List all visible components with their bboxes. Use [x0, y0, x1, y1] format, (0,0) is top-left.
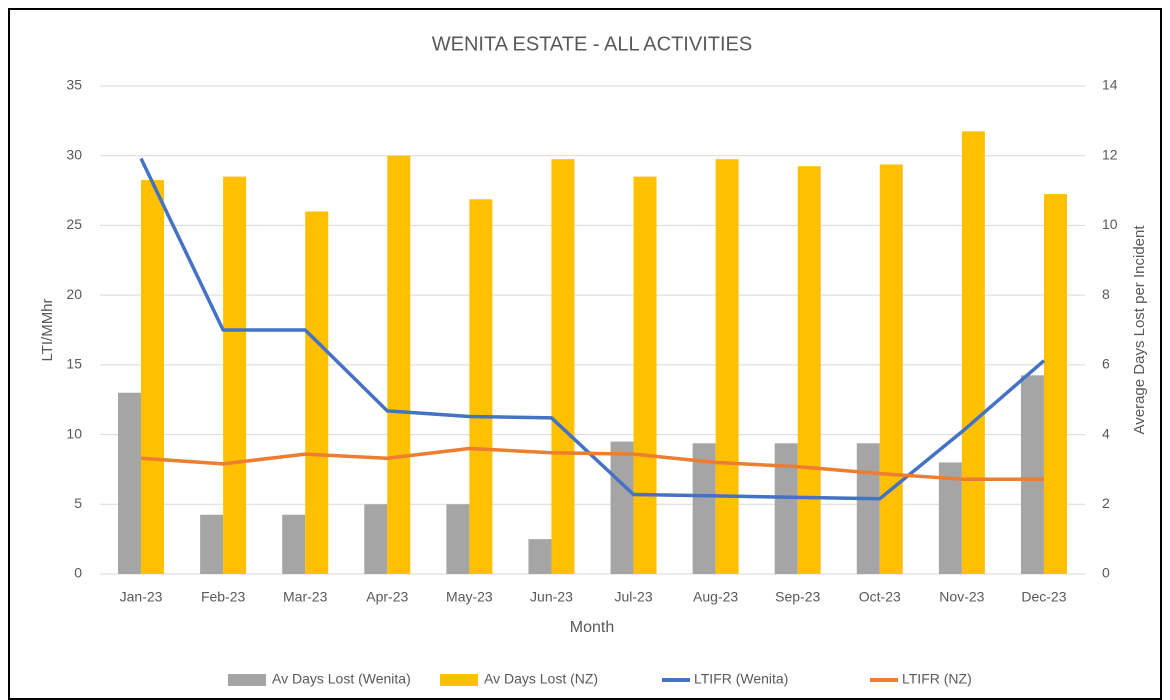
- x-tick-label: Nov-23: [939, 589, 984, 605]
- bar: [387, 155, 411, 574]
- bar: [715, 159, 739, 574]
- legend-swatch: [440, 674, 478, 686]
- line: [139, 157, 1046, 501]
- y2-tick-label: 8: [1102, 286, 1110, 302]
- legend-label: LTIFR (NZ): [902, 671, 972, 687]
- bar: [938, 462, 962, 574]
- y-tick-label: 0: [74, 565, 82, 581]
- bar: [633, 176, 657, 574]
- x-tick-label: Mar-23: [283, 589, 328, 605]
- x-tick-label: Dec-23: [1021, 589, 1066, 605]
- legend-label: Av Days Lost (Wenita): [272, 671, 411, 687]
- legend-label: Av Days Lost (NZ): [484, 671, 598, 687]
- line: [140, 446, 1044, 481]
- y-tick-label: 25: [66, 216, 82, 232]
- y2-axis-label: Average Days Lost per Incident: [1131, 225, 1148, 435]
- y-tick-label: 10: [66, 425, 82, 441]
- y2-tick-label: 0: [1102, 565, 1110, 581]
- y-axis-label: LTI/MMhr: [39, 298, 56, 361]
- x-tick-label: May-23: [446, 589, 493, 605]
- x-tick-label: Feb-23: [201, 589, 246, 605]
- x-tick-label: Sep-23: [775, 589, 820, 605]
- y-tick-label: 15: [66, 356, 82, 372]
- bar: [961, 131, 985, 575]
- bar: [610, 441, 634, 574]
- frame: [8, 8, 1162, 700]
- x-tick-label: Jul-23: [614, 589, 652, 605]
- bar: [692, 443, 716, 574]
- y2-tick-label: 12: [1102, 146, 1118, 162]
- bar: [118, 392, 142, 574]
- y-tick-label: 30: [66, 146, 82, 162]
- bar: [856, 443, 880, 574]
- y2-tick-label: 2: [1102, 495, 1110, 511]
- bar: [282, 514, 306, 574]
- bar: [200, 514, 224, 574]
- bar: [223, 176, 247, 574]
- y2-tick-label: 6: [1102, 356, 1110, 372]
- bar: [879, 164, 903, 574]
- y-tick-label: 5: [74, 495, 82, 511]
- bar: [551, 159, 575, 574]
- bar: [364, 504, 388, 574]
- chart-title: WENITA ESTATE - ALL ACTIVITIES: [432, 33, 752, 55]
- bar: [1043, 194, 1067, 575]
- y2-tick-label: 4: [1102, 425, 1110, 441]
- x-tick-label: Jun-23: [530, 589, 573, 605]
- y-tick-label: 20: [66, 286, 82, 302]
- bar: [774, 443, 798, 574]
- x-tick-label: Jan-23: [120, 589, 163, 605]
- legend-label: LTIFR (Wenita): [694, 671, 788, 687]
- bar: [446, 504, 470, 574]
- bar: [797, 166, 821, 574]
- y-tick-label: 35: [66, 77, 82, 93]
- y2-tick-label: 10: [1102, 216, 1118, 232]
- x-tick-label: Oct-23: [859, 589, 901, 605]
- bar: [1020, 375, 1044, 574]
- x-axis-label: Month: [570, 619, 614, 636]
- bar: [305, 211, 329, 574]
- y2-tick-label: 14: [1102, 77, 1118, 93]
- bar: [141, 180, 165, 574]
- bar: [528, 539, 552, 574]
- x-tick-label: Aug-23: [693, 589, 738, 605]
- legend-swatch: [228, 674, 266, 686]
- x-tick-label: Apr-23: [366, 589, 408, 605]
- bar: [469, 199, 493, 575]
